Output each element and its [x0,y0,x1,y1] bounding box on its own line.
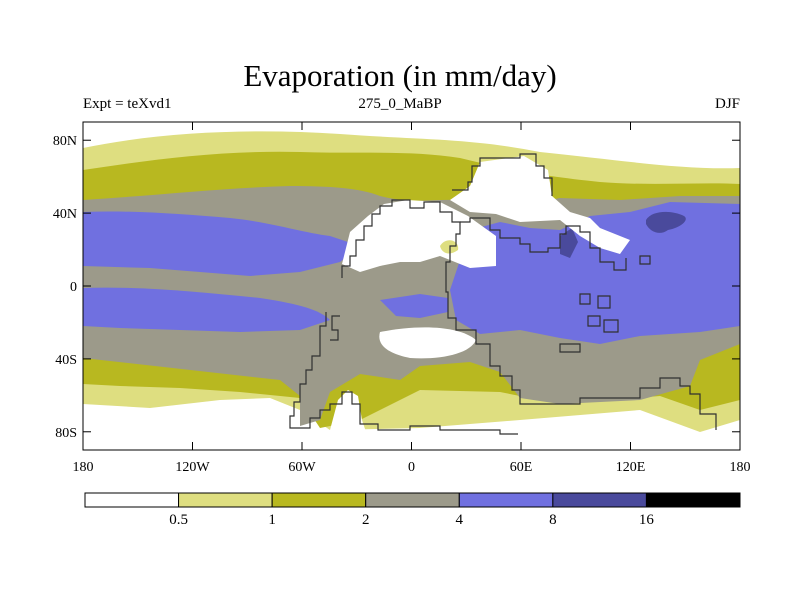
lon-tick-label: 60E [510,460,533,475]
region-eurasia [450,156,630,254]
colorbar-box [458,492,554,508]
lon-tick-label: 0 [408,460,415,475]
colorbar-level-label: 2 [362,512,370,528]
lat-tick-label: 0 [70,280,77,295]
season-label: DJF [714,96,740,112]
lon-axis: 180 120W 60W 0 60E 120E 180 [73,122,751,475]
lat-axis: 80N 40N 0 40S 80S [53,134,740,441]
lat-tick-label: 80N [53,134,77,149]
colorbar-level-label: 1 [268,512,276,528]
colorbar-box [645,492,741,508]
coast-middle-america [289,312,327,429]
coast-antarctica-rim [300,391,518,435]
lat-tick-label: 40N [53,207,77,222]
map-plot-area [83,122,740,450]
colorbar-level-label: 16 [639,512,655,528]
coast-indonesia-3 [587,315,601,327]
lon-tick-label: 60W [288,460,316,475]
coast-indonesia-1 [579,293,591,305]
lon-tick-label: 120E [616,460,646,475]
band-blue-main [83,211,360,276]
coast-japan [639,255,651,265]
lon-tick-label: 180 [73,460,94,475]
coast-eurasia-south [460,217,627,271]
colorbar-level-label: 8 [549,512,557,528]
colorbar-level-label: 0.5 [169,512,188,528]
coast-indonesia-5 [559,343,581,353]
region-arctic-pale-spot [440,240,459,254]
colorbar-box [365,492,460,508]
colorbar-box [84,492,180,508]
band-darkblue-tibet [560,228,578,258]
colorbar-level-label: 4 [456,512,464,528]
band-darkblue-east [646,211,686,233]
band-blue-indopacific [450,202,740,344]
region-south-africa [379,327,476,359]
band-blue-atlantic [380,294,448,318]
coast-south-atlantic [330,315,340,341]
coast-indonesia-4 [603,319,619,333]
coast-north-asia [452,153,553,196]
colorbar: 0.5 1 2 4 8 16 [84,492,741,528]
lon-tick-label: 120W [175,460,210,475]
coastlines [289,153,717,435]
experiment-label: Expt = teXvd1 [83,96,172,112]
colorbar-box [178,492,273,508]
colorbar-box [271,492,367,508]
figure-title: Evaporation (in mm/day) [243,58,557,93]
coast-indonesia-2 [597,295,611,309]
region-north-america [342,200,496,272]
lat-tick-label: 80S [55,426,77,441]
region-antarctic-peninsula [330,390,366,432]
colorbar-box [552,492,647,508]
lon-tick-label: 180 [730,460,751,475]
band-blue-south [83,287,330,332]
coast-north-america [341,199,717,430]
period-label: 275_0_MaBP [358,96,442,112]
lat-tick-label: 40S [55,353,77,368]
